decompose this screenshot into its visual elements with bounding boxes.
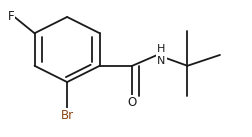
Text: O: O bbox=[128, 96, 137, 109]
Text: F: F bbox=[8, 10, 14, 23]
Text: Br: Br bbox=[60, 109, 74, 122]
Text: H
N: H N bbox=[157, 44, 166, 66]
